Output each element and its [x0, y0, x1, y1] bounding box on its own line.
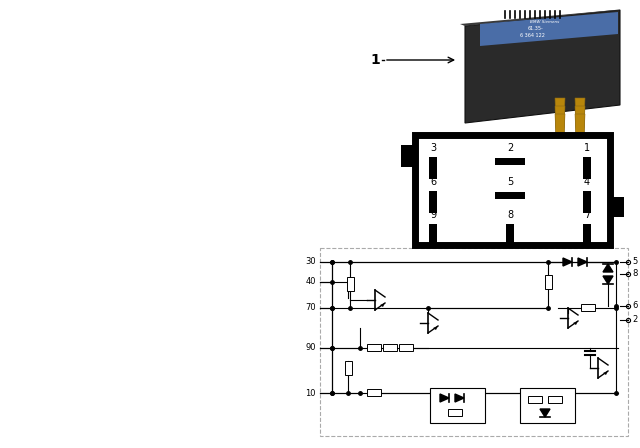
Polygon shape — [440, 394, 449, 402]
Polygon shape — [433, 326, 438, 330]
Bar — [415, 135, 610, 245]
Text: 61.35-: 61.35- — [528, 26, 544, 31]
Polygon shape — [555, 98, 565, 128]
Text: 5: 5 — [632, 258, 637, 267]
Polygon shape — [575, 98, 585, 128]
Polygon shape — [455, 394, 464, 402]
Polygon shape — [555, 114, 565, 140]
Polygon shape — [575, 106, 585, 134]
Bar — [401, 145, 415, 167]
Polygon shape — [603, 276, 613, 284]
Text: 8: 8 — [632, 270, 637, 279]
Bar — [495, 158, 525, 165]
Bar — [520, 388, 575, 423]
Bar — [583, 157, 591, 179]
Bar — [581, 305, 595, 311]
Bar — [506, 224, 514, 246]
Bar — [344, 361, 351, 375]
Bar — [528, 396, 542, 404]
Text: 1: 1 — [584, 143, 590, 153]
Bar — [448, 409, 462, 417]
Text: BMW Siemens: BMW Siemens — [530, 20, 559, 24]
Text: 90: 90 — [305, 344, 316, 353]
Bar — [430, 388, 485, 423]
Bar — [495, 192, 525, 199]
Text: 6: 6 — [430, 177, 436, 187]
Polygon shape — [465, 10, 620, 123]
Text: 10: 10 — [305, 388, 316, 397]
Polygon shape — [603, 264, 613, 272]
Bar — [320, 248, 628, 436]
Bar — [429, 157, 437, 179]
Bar — [415, 135, 610, 245]
Bar — [583, 191, 591, 213]
Polygon shape — [563, 258, 572, 266]
Bar — [610, 197, 624, 217]
Polygon shape — [573, 321, 578, 325]
Text: 8: 8 — [507, 210, 513, 220]
Text: 9: 9 — [430, 210, 436, 220]
Text: 2: 2 — [507, 143, 513, 153]
Bar — [583, 224, 591, 246]
Text: 3: 3 — [430, 143, 436, 153]
Bar — [346, 277, 353, 291]
Bar — [429, 224, 437, 246]
Polygon shape — [555, 106, 565, 134]
Text: 30: 30 — [305, 258, 316, 267]
Text: 7: 7 — [584, 210, 590, 220]
Text: 1: 1 — [371, 53, 380, 67]
Bar — [429, 191, 437, 213]
Polygon shape — [540, 409, 550, 417]
Text: 2: 2 — [632, 315, 637, 324]
Polygon shape — [460, 10, 620, 26]
Bar — [548, 396, 562, 404]
Text: 6: 6 — [632, 302, 637, 310]
Bar — [399, 345, 413, 352]
Text: 6 364 122: 6 364 122 — [520, 33, 545, 38]
Text: 40: 40 — [305, 277, 316, 287]
Polygon shape — [380, 303, 385, 307]
Bar — [383, 345, 397, 352]
Text: 4: 4 — [584, 177, 590, 187]
Bar — [367, 389, 381, 396]
Text: 70: 70 — [305, 303, 316, 313]
Polygon shape — [480, 12, 618, 46]
Bar — [545, 275, 552, 289]
Text: 5: 5 — [507, 177, 513, 187]
Polygon shape — [603, 371, 608, 375]
Polygon shape — [578, 258, 587, 266]
Polygon shape — [575, 114, 585, 140]
Bar — [367, 345, 381, 352]
